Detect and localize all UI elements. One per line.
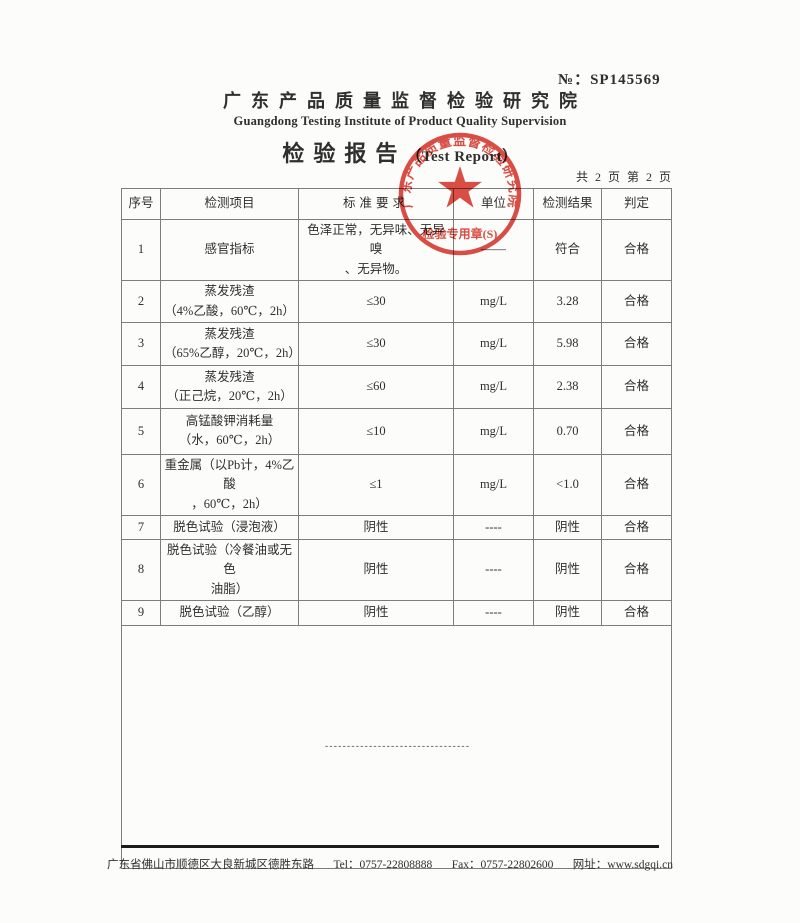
document-title-cn: 检验报告	[282, 141, 407, 166]
document-title-en: （Test Report）	[406, 149, 518, 165]
empty-area: ---------------------------------	[121, 625, 672, 870]
table-header-row: 序号 检测项目 标准要求 单位 检测结果 判定	[121, 188, 672, 220]
footer-fax: Fax：0757-22802600	[451, 859, 554, 871]
cell-standard: 色泽正常，无异味、无异嗅 、无异物。	[298, 218, 454, 282]
report-number-label: №：	[558, 72, 591, 88]
cell-unit: ----	[453, 538, 534, 602]
report-number-value: SP145569	[590, 72, 661, 88]
cell-result: 2.38	[533, 364, 602, 409]
table-row: 5 高锰酸钾消耗量 （水，60℃，2h） ≤10 mg/L 0.70 合格	[121, 407, 672, 455]
cell-standard: ≤1	[298, 453, 454, 517]
table-row: 8 脱色试验（冷餐油或无色 油脂） 阴性 ---- 阴性 合格	[121, 538, 672, 602]
table-row: 3 蒸发残渣 （65%乙醇，20℃，2h） ≤30 mg/L 5.98 合格	[121, 321, 672, 366]
cell-no: 3	[121, 321, 161, 366]
organization-name-en: Guangdong Testing Institute of Product Q…	[233, 114, 567, 128]
cell-no: 6	[121, 453, 161, 517]
header-result: 检测结果	[533, 188, 602, 220]
end-of-data-divider: ---------------------------------	[323, 742, 470, 753]
cell-judgment: 合格	[601, 280, 672, 323]
cell-no: 8	[121, 538, 161, 602]
document-title: 检验报告（Test Report）	[0, 136, 800, 168]
cell-unit: ----	[453, 600, 534, 627]
cell-judgment: 合格	[601, 364, 672, 409]
footer-contact-info: 广东省佛山市顺德区大良新城区德胜东路 Tel：0757-22808888 Fax…	[107, 856, 673, 872]
cell-result: 5.98	[533, 321, 602, 366]
footer-website: 网址：www.sdgqi.cn	[572, 859, 673, 871]
cell-standard: 阴性	[298, 538, 454, 602]
footer-tel: Tel：0757-22808888	[333, 859, 433, 871]
table-row: 2 蒸发残渣 （4%乙酸，60℃，2h） ≤30 mg/L 3.28 合格	[121, 280, 672, 323]
cell-item: 蒸发残渣 （65%乙醇，20℃，2h）	[160, 321, 299, 366]
test-results-table: 序号 检测项目 标准要求 单位 检测结果 判定 1 感官指标 色泽正常，无异味、…	[121, 188, 672, 870]
cell-result: 阴性	[533, 538, 602, 602]
cell-standard: ≤60	[298, 364, 454, 409]
cell-judgment: 合格	[601, 321, 672, 366]
cell-no: 4	[121, 364, 161, 409]
report-number: №：SP145569	[558, 68, 661, 89]
cell-result: 3.28	[533, 280, 602, 323]
cell-result: 符合	[533, 218, 602, 282]
cell-unit: mg/L	[453, 321, 534, 366]
cell-no: 2	[121, 280, 161, 323]
cell-result: <1.0	[533, 453, 602, 517]
cell-unit: mg/L	[453, 453, 534, 517]
footer-address: 广东省佛山市顺德区大良新城区德胜东路	[107, 859, 314, 871]
footer-divider-line	[121, 845, 659, 848]
table-row: 9 脱色试验（乙醇） 阴性 ---- 阴性 合格	[121, 600, 672, 627]
header-item: 检测项目	[160, 188, 299, 220]
cell-item: 脱色试验（浸泡液）	[160, 515, 299, 540]
cell-judgment: 合格	[601, 218, 672, 282]
cell-unit: mg/L	[453, 407, 534, 455]
cell-unit: ----	[453, 515, 534, 540]
page-count-info: 共 2 页 第 2 页	[576, 170, 674, 184]
cell-result: 阴性	[533, 515, 602, 540]
cell-unit: ——	[453, 218, 534, 282]
cell-unit: mg/L	[453, 280, 534, 323]
cell-no: 9	[121, 600, 161, 627]
table-row: 4 蒸发残渣 （正己烷，20℃，2h） ≤60 mg/L 2.38 合格	[121, 364, 672, 409]
cell-item: 感官指标	[160, 218, 299, 282]
cell-judgment: 合格	[601, 407, 672, 455]
cell-item: 脱色试验（乙醇）	[160, 600, 299, 627]
table-row: 7 脱色试验（浸泡液） 阴性 ---- 阴性 合格	[121, 515, 672, 540]
cell-result: 阴性	[533, 600, 602, 627]
cell-no: 5	[121, 407, 161, 455]
cell-no: 1	[121, 218, 161, 282]
cell-item: 高锰酸钾消耗量 （水，60℃，2h）	[160, 407, 299, 455]
cell-item: 蒸发残渣 （4%乙酸，60℃，2h）	[160, 280, 299, 323]
cell-judgment: 合格	[601, 538, 672, 602]
cell-judgment: 合格	[601, 515, 672, 540]
organization-name-cn: 广东产品质量监督检验研究院	[223, 91, 587, 111]
cell-standard: ≤10	[298, 407, 454, 455]
table-row: 1 感官指标 色泽正常，无异味、无异嗅 、无异物。 —— 符合 合格	[121, 218, 672, 282]
header-no: 序号	[121, 188, 161, 220]
empty-footer-row: ---------------------------------	[121, 625, 672, 870]
cell-result: 0.70	[533, 407, 602, 455]
cell-item: 重金属（以Pb计，4%乙酸 ，60℃，2h）	[160, 453, 299, 517]
cell-item: 脱色试验（冷餐油或无色 油脂）	[160, 538, 299, 602]
cell-judgment: 合格	[601, 453, 672, 517]
cell-no: 7	[121, 515, 161, 540]
header-standard: 标准要求	[298, 188, 454, 220]
cell-standard: ≤30	[298, 280, 454, 323]
cell-unit: mg/L	[453, 364, 534, 409]
cell-standard: ≤30	[298, 321, 454, 366]
cell-standard: 阴性	[298, 600, 454, 627]
cell-standard: 阴性	[298, 515, 454, 540]
cell-item: 蒸发残渣 （正己烷，20℃，2h）	[160, 364, 299, 409]
header-judgment: 判定	[601, 188, 672, 220]
cell-judgment: 合格	[601, 600, 672, 627]
table-row: 6 重金属（以Pb计，4%乙酸 ，60℃，2h） ≤1 mg/L <1.0 合格	[121, 453, 672, 517]
header-unit: 单位	[453, 188, 534, 220]
